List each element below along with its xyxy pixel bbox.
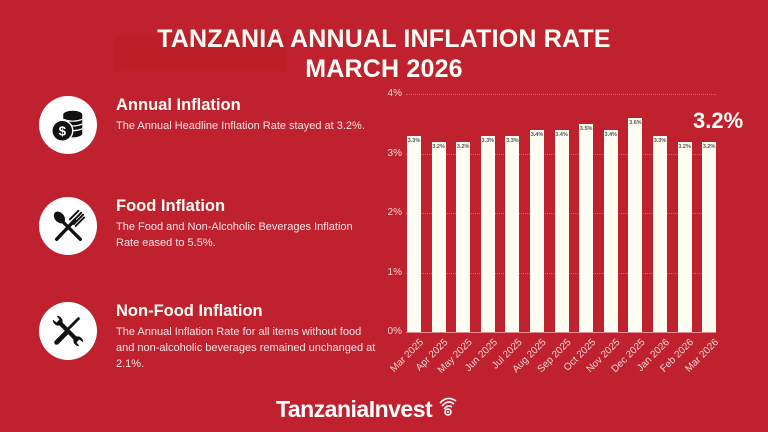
bar-value-label: 3.4% bbox=[555, 131, 568, 138]
signal-map-icon bbox=[439, 397, 457, 416]
bar-value-label: 3.3% bbox=[506, 137, 519, 144]
bar: 3.4% bbox=[554, 129, 569, 332]
current-inflation-value: 3.2% bbox=[693, 108, 744, 133]
x-axis-line bbox=[406, 332, 716, 333]
info-annual-inflation: $ Annual Inflation The Annual Headline I… bbox=[39, 96, 369, 166]
page-title: TANZANIA ANNUAL INFLATION RATE MARCH 202… bbox=[0, 24, 768, 84]
bar: 3.2% bbox=[702, 141, 717, 332]
info-nonfood-inflation: Non-Food Inflation The Annual Inflation … bbox=[39, 302, 375, 372]
bar: 3.3% bbox=[653, 135, 667, 332]
bar: 3.4% bbox=[603, 129, 618, 332]
bar: 3.2% bbox=[456, 141, 471, 332]
info-heading: Food Inflation bbox=[116, 197, 226, 215]
svg-text:$: $ bbox=[59, 123, 67, 138]
bar-value-label: 3.5% bbox=[579, 125, 593, 132]
title-backdrop bbox=[115, 35, 287, 71]
logo-text: TanzaniaInvest bbox=[276, 395, 433, 422]
bar-value-label: 3.4% bbox=[604, 131, 618, 138]
inflation-bar-chart: 0% 1% 2% 3% 4% 3.3% Mar 2025 3.2% Apr 2025 3.2% Ma… bbox=[380, 85, 768, 385]
bar-value-label: 3.2% bbox=[456, 143, 470, 150]
bar-value-label: 3.2% bbox=[702, 143, 716, 150]
title-line-2: MARCH 2026 bbox=[305, 55, 463, 83]
bar-value-label: 3.3% bbox=[407, 137, 421, 144]
bar: 3.6% bbox=[628, 117, 643, 332]
y-axis-tick: 1% bbox=[387, 266, 402, 278]
bar-value-label: 3.3% bbox=[481, 137, 495, 144]
coins-dollar-icon: $ bbox=[39, 96, 97, 154]
bar: 3.4% bbox=[530, 129, 544, 332]
bar-value-label: 3.3% bbox=[653, 137, 667, 144]
bar: 3.2% bbox=[677, 141, 692, 332]
bar: 3.3% bbox=[480, 135, 495, 332]
wrench-screwdriver-icon bbox=[39, 302, 97, 360]
y-axis-tick: 4% bbox=[387, 88, 402, 99]
gridline bbox=[406, 94, 716, 95]
info-heading: Annual Inflation bbox=[116, 96, 241, 114]
bar-value-label: 3.4% bbox=[530, 131, 544, 138]
bar: 3.3% bbox=[407, 135, 421, 332]
y-axis-tick: 3% bbox=[387, 147, 402, 159]
fork-spoon-icon bbox=[39, 197, 97, 255]
title-line-1: TANZANIA ANNUAL INFLATION RATE bbox=[157, 25, 611, 53]
info-heading: Non-Food Inflation bbox=[116, 302, 263, 320]
bar-value-label: 3.2% bbox=[432, 143, 445, 150]
info-text: The Annual Inflation Rate for all items … bbox=[116, 326, 376, 370]
bar-value-label: 3.2% bbox=[678, 143, 691, 150]
tanzaniainvest-logo: TanzaniaInvest bbox=[276, 393, 460, 425]
bar-value-label: 3.6% bbox=[629, 119, 642, 126]
info-text: The Food and Non-Alcoholic Beverages Inf… bbox=[116, 221, 353, 249]
info-text: The Annual Headline Inflation Rate staye… bbox=[116, 120, 365, 132]
bar: 3.2% bbox=[431, 141, 446, 332]
y-axis-tick: 2% bbox=[387, 207, 402, 218]
bar: 3.5% bbox=[579, 123, 594, 332]
bar: 3.3% bbox=[505, 135, 520, 332]
info-food-inflation: Food Inflation The Food and Non-Alcoholi… bbox=[39, 197, 369, 267]
y-axis-tick: 0% bbox=[387, 326, 402, 337]
